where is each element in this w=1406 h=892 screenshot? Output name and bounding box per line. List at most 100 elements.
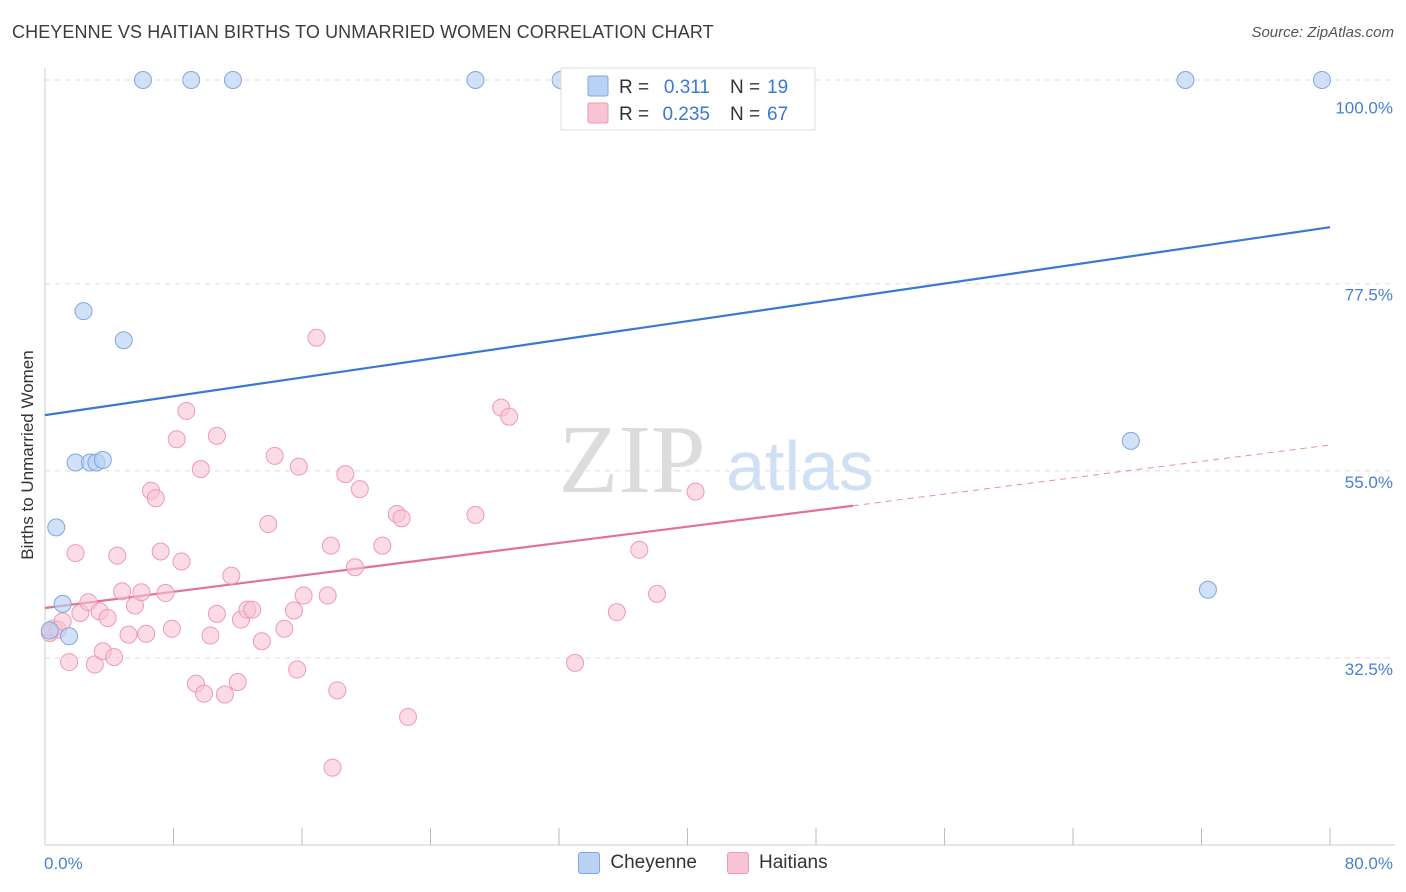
haitians-point [167, 430, 186, 449]
haitians-point [630, 540, 649, 559]
haitians-point [243, 600, 262, 619]
cheyenne-point [74, 302, 93, 321]
haitians-point [151, 542, 170, 561]
bottom-legend: Cheyenne Haitians [0, 852, 1406, 874]
haitians-point [177, 401, 196, 420]
haitians-point [191, 460, 210, 479]
haitians-point [195, 684, 214, 703]
cheyenne-point [1121, 431, 1140, 450]
haitians-point [207, 604, 226, 623]
legend-item-haitians[interactable]: Haitians [726, 852, 828, 874]
y-tick-label: 32.5% [1345, 660, 1393, 679]
haitians-point [60, 653, 79, 672]
legend-swatch-haitians [587, 102, 609, 124]
legend-r-value-haitians: 0.235 [662, 104, 710, 125]
cheyenne-point [40, 621, 59, 640]
haitians-point [647, 584, 666, 603]
cheyenne-point [1312, 71, 1331, 89]
cheyenne-point [182, 71, 201, 89]
haitians-point [162, 619, 181, 638]
haitians-trend-extension [852, 444, 1331, 507]
haitians-point [108, 546, 127, 565]
haitians-point [607, 603, 626, 622]
haitians-trend-line [44, 504, 854, 610]
haitians-point [215, 685, 234, 704]
haitians-point [392, 509, 411, 528]
chart-title: CHEYENNE VS HAITIAN BIRTHS TO UNMARRIED … [12, 22, 714, 42]
haitians-point [207, 426, 226, 445]
legend-swatch-cheyenne-icon [578, 852, 601, 874]
haitians-point [252, 632, 271, 651]
legend-n-value-haitians: 67 [767, 104, 788, 125]
cheyenne-point [114, 331, 133, 350]
haitians-point [137, 624, 156, 643]
haitians-point [172, 552, 191, 571]
haitians-point [350, 480, 369, 499]
haitians-point [156, 584, 175, 603]
haitians-point [228, 673, 247, 692]
haitians-point [132, 583, 151, 602]
haitians-point [288, 660, 307, 679]
cheyenne-point [60, 627, 79, 646]
haitians-point [466, 505, 485, 524]
haitians-points [40, 328, 705, 777]
haitians-point [321, 536, 340, 555]
haitians-point [318, 586, 337, 605]
y-tick-label: 100.0% [1335, 99, 1393, 118]
cheyenne-point [133, 71, 152, 89]
legend-n-label-haitians: N = [730, 104, 760, 125]
x-tick-label: 0.0% [44, 854, 83, 873]
cheyenne-point [53, 594, 72, 613]
haitians-point [275, 619, 294, 638]
haitians-point [686, 482, 705, 501]
trend-lines [44, 226, 1331, 610]
cheyenne-trend-line [44, 226, 1331, 417]
source-label: Source: ZipAtlas.com [1251, 24, 1394, 41]
watermark-zip: ZIP [559, 406, 706, 514]
haitians-point [307, 328, 326, 347]
haitians-point [336, 465, 355, 484]
haitians-point [323, 758, 342, 777]
haitians-point [201, 626, 220, 645]
haitians-point [399, 707, 418, 726]
legend-label-cheyenne: Cheyenne [610, 852, 697, 873]
axes [44, 68, 1395, 846]
haitians-point [294, 586, 313, 605]
cheyenne-point [47, 518, 66, 537]
legend-swatch-cheyenne [587, 75, 609, 97]
haitians-point [222, 566, 241, 585]
haitians-point [113, 582, 132, 601]
grid-lines [45, 79, 1395, 659]
cheyenne-points [40, 71, 1331, 646]
haitians-point [265, 446, 284, 465]
cheyenne-point [466, 71, 485, 89]
haitians-point [66, 544, 85, 563]
legend-swatch-haitians-icon [726, 852, 749, 874]
haitians-point [346, 558, 365, 577]
legend-item-cheyenne[interactable]: Cheyenne [578, 852, 697, 874]
haitians-point [328, 681, 347, 700]
legend-r-label-cheyenne: R = [619, 77, 649, 98]
haitians-point [259, 515, 278, 534]
haitians-point [119, 625, 138, 644]
tick-labels: 32.5% 55.0% 77.5% 100.0% 0.0% 80.0% [44, 99, 1393, 873]
watermark: ZIP atlas [559, 406, 874, 514]
y-tick-label: 55.0% [1345, 473, 1393, 492]
stats-legend: R = 0.311 N = 19 R = 0.235 N = 67 [560, 67, 816, 131]
haitians-point [105, 648, 124, 667]
haitians-point [289, 457, 308, 476]
cheyenne-point [1176, 71, 1195, 89]
watermark-atlas: atlas [726, 427, 874, 505]
haitians-point [500, 407, 519, 426]
y-tick-label: 77.5% [1345, 286, 1393, 305]
haitians-point [85, 655, 104, 674]
haitians-point [373, 536, 392, 555]
cheyenne-point [1198, 580, 1217, 599]
legend-label-haitians: Haitians [758, 852, 828, 873]
legend-n-label-cheyenne: N = [730, 77, 760, 98]
legend-r-value-cheyenne: 0.311 [664, 77, 710, 98]
cheyenne-point [93, 451, 112, 470]
legend-n-value-cheyenne: 19 [767, 77, 788, 98]
cheyenne-point [223, 71, 242, 89]
